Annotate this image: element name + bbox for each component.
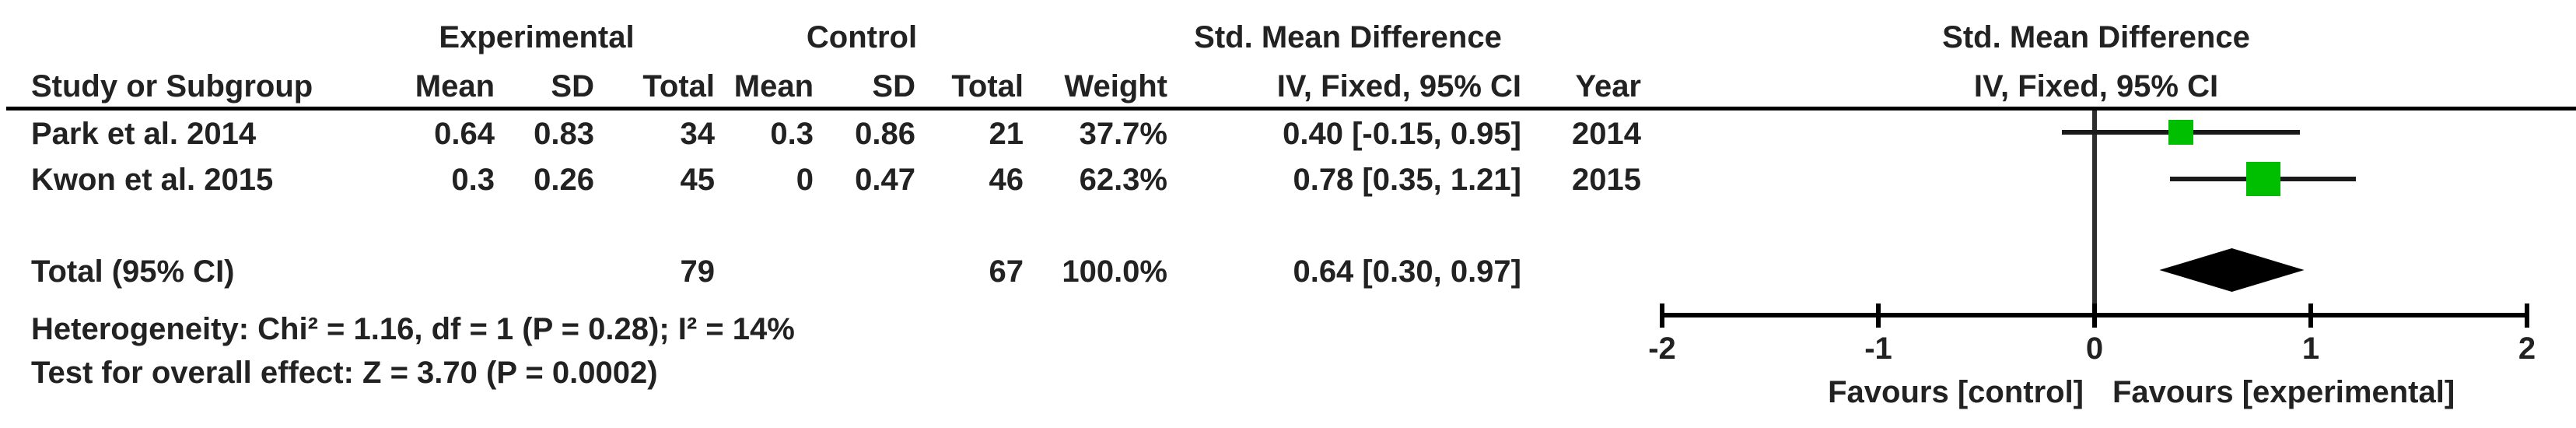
table-cell-ci-text: 0.40 [-0.15, 0.95]: [1283, 117, 1521, 151]
study-weight-square: [2245, 162, 2280, 196]
axis-tick: [2092, 303, 2097, 328]
favours-experimental-label: Favours [experimental]: [2112, 375, 2455, 409]
col-header-weight: Weight: [1064, 69, 1167, 103]
overall-effect-text: Test for overall effect: Z = 3.70 (P = 0…: [31, 356, 658, 390]
table-cell: 0.47: [855, 163, 915, 197]
table-cell: 0: [796, 163, 814, 197]
table-cell: 37.7%: [1079, 117, 1167, 151]
axis-tick: [2525, 303, 2529, 328]
table-cell: 0.86: [855, 117, 915, 151]
table-cell: 2015: [1572, 163, 1641, 197]
group-header-smd: Std. Mean Difference: [1194, 20, 1502, 54]
table-cell: 62.3%: [1079, 163, 1167, 197]
table-cell: 0.83: [534, 117, 594, 151]
table-cell: 0.3: [451, 163, 495, 197]
study-weight-square: [2168, 120, 2194, 145]
plot-header-smd: Std. Mean Difference: [1942, 20, 2250, 54]
table-cell: 0.64: [434, 117, 495, 151]
col-header-exp-total: Total: [642, 69, 715, 103]
plot-zero-line: [2092, 111, 2097, 315]
col-header-ci: IV, Fixed, 95% CI: [1276, 69, 1521, 103]
total-exp-n: 79: [680, 254, 716, 289]
col-header-exp-mean: Mean: [415, 69, 495, 103]
axis-tick-label: -2: [1648, 332, 1676, 366]
table-cell: 0.3: [770, 117, 814, 151]
axis-tick: [1660, 303, 1664, 328]
axis-tick-label: 1: [2301, 332, 2320, 366]
table-cell: 46: [989, 163, 1024, 197]
table-row-study-name: Kwon et al. 2015: [31, 163, 274, 197]
group-header-experimental: Experimental: [439, 20, 635, 54]
total-ctrl-n: 67: [989, 254, 1024, 289]
table-cell: 34: [680, 117, 716, 151]
table-cell: 0.26: [534, 163, 594, 197]
heterogeneity-text: Heterogeneity: Chi² = 1.16, df = 1 (P = …: [31, 312, 795, 346]
col-header-year: Year: [1575, 69, 1641, 103]
total-row-label: Total (95% CI): [31, 254, 235, 289]
axis-tick-label: 2: [2518, 332, 2536, 366]
table-cell: 45: [680, 163, 716, 197]
axis-tick: [1876, 303, 1881, 328]
table-row-study-name: Park et al. 2014: [31, 117, 257, 151]
col-header-ctrl-total: Total: [951, 69, 1024, 103]
col-header-ctrl-sd: SD: [872, 69, 915, 103]
table-cell-ci-text: 0.78 [0.35, 1.21]: [1293, 163, 1521, 197]
axis-tick-label: -1: [1864, 332, 1892, 366]
table-cell: 21: [989, 117, 1024, 151]
col-header-ctrl-mean: Mean: [733, 69, 814, 103]
total-weight: 100.0%: [1062, 254, 1167, 289]
group-header-control: Control: [806, 20, 918, 54]
total-diamond: [2159, 248, 2305, 292]
axis-tick-label: 0: [2085, 332, 2104, 366]
axis-tick: [2308, 303, 2313, 328]
table-cell: 2014: [1572, 117, 1641, 151]
header-divider: [6, 107, 2576, 111]
plot-header-ci: IV, Fixed, 95% CI: [1973, 69, 2219, 103]
total-ci-text: 0.64 [0.30, 0.97]: [1293, 254, 1521, 289]
favours-control-label: Favours [control]: [1828, 375, 2084, 409]
col-header-study: Study or Subgroup: [31, 69, 313, 103]
col-header-exp-sd: SD: [551, 69, 594, 103]
